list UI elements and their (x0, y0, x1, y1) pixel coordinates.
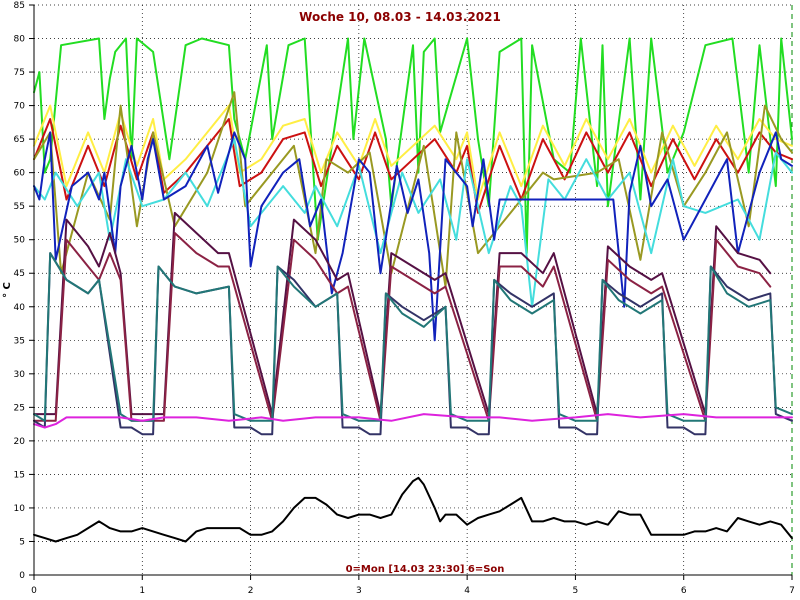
y-tick-label: 85 (14, 1, 25, 11)
series-line-6 (33, 131, 793, 342)
y-tick-label: 45 (14, 269, 25, 279)
series-line-1 (33, 37, 793, 255)
y-tick-labels: 0 5 10 15 20 25 30 35 40 45 50 55 60 65 70 75 80 85 (14, 1, 26, 581)
chart-footer: 0=Mon [14.03 23:30] 6=Son (346, 564, 505, 575)
y-tick-label: 65 (14, 135, 25, 145)
x-tick-label: 3 (356, 586, 362, 596)
x-tick-label: 6 (681, 586, 687, 596)
x-tick-label: 4 (464, 586, 470, 596)
y-tick-label: 70 (14, 102, 26, 112)
series-line-10 (33, 252, 793, 422)
y-tick-label: 50 (14, 236, 26, 246)
series-line-11 (33, 413, 793, 429)
y-tick-label: 75 (14, 68, 25, 78)
x-tick-label: 5 (573, 586, 579, 596)
y-tick-label: 30 (14, 370, 26, 380)
y-tick-label: 60 (14, 169, 26, 179)
y-tick-label: 55 (14, 202, 25, 212)
axes (29, 4, 793, 580)
y-tick-label: 20 (14, 437, 26, 447)
series-line-3 (33, 118, 793, 214)
series-line-8 (33, 232, 772, 422)
y-tick-label: 15 (14, 470, 25, 480)
y-tick-label: 80 (14, 35, 26, 45)
chart-title: Woche 10, 08.03 - 14.03.2021 (299, 10, 501, 24)
series-layer (33, 37, 793, 543)
grid (34, 4, 793, 575)
x-tick-label: 1 (139, 586, 145, 596)
y-tick-label: 25 (14, 403, 25, 413)
y-tick-label: 10 (14, 504, 26, 514)
x-tick-label: 2 (248, 586, 254, 596)
x-tick-label: 0 (31, 586, 37, 596)
series-line-12 (33, 476, 793, 543)
y-axis-label: ° C (2, 282, 13, 298)
series-line-5 (33, 138, 793, 308)
y-tick-label: 0 (19, 571, 25, 581)
x-tick-label: 7 (789, 586, 795, 596)
y-tick-label: 40 (14, 303, 26, 313)
y-tick-label: 35 (14, 336, 25, 346)
x-tick-labels: 0 1 2 3 4 5 6 7 (31, 586, 795, 596)
y-tick-label: 5 (19, 537, 25, 547)
